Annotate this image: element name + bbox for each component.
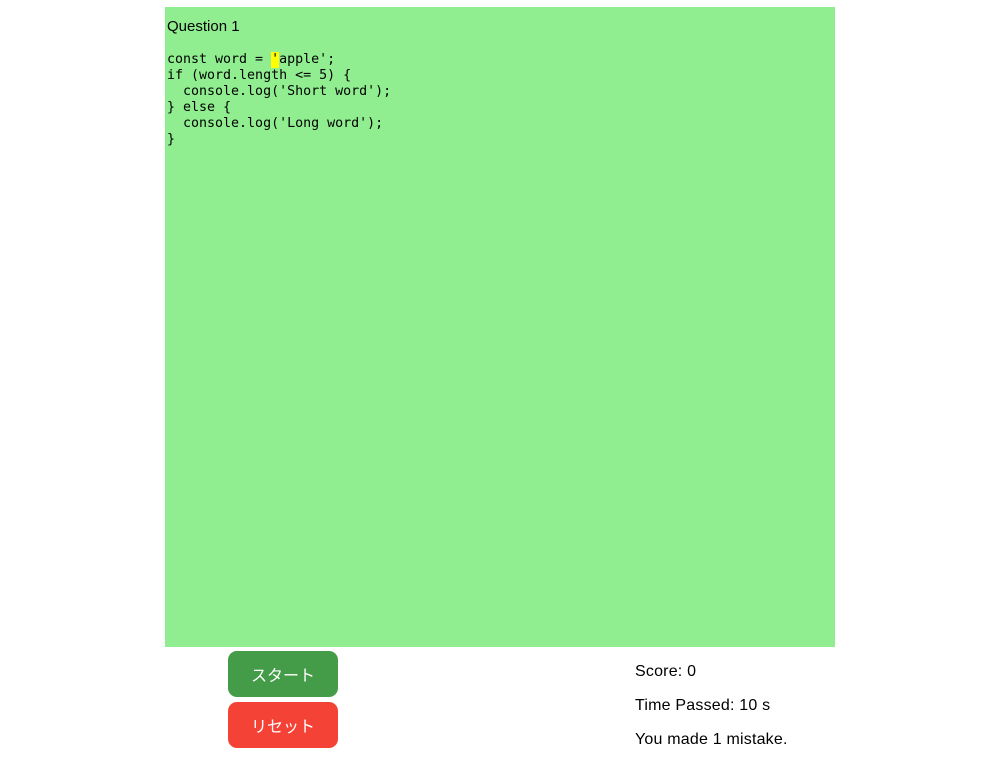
mistakes-text: You made 1 mistake. bbox=[635, 731, 788, 748]
code-block: const word = 'apple'; if (word.length <= … bbox=[167, 52, 835, 149]
code-line: console.log('Long word'); bbox=[167, 116, 384, 132]
code-line: if (word.length <= 5) { bbox=[167, 68, 352, 84]
stats-panel: Score: 0 Time Passed: 10 s You made 1 mi… bbox=[635, 647, 835, 765]
reset-button[interactable]: リセット bbox=[228, 702, 338, 748]
code-line: } bbox=[167, 132, 176, 148]
start-button[interactable]: スタート bbox=[228, 651, 338, 697]
bottom-controls-row: スタート リセット Score: 0 Time Passed: 10 s You… bbox=[165, 647, 835, 765]
current-char-highlight: ' bbox=[271, 52, 280, 69]
code-line: } else { bbox=[167, 100, 232, 116]
code-line: const word = 'apple'; bbox=[167, 52, 336, 69]
question-panel: Question 1 const word = 'apple'; if (word… bbox=[165, 7, 835, 647]
question-title: Question 1 bbox=[167, 18, 240, 35]
score-text: Score: 0 bbox=[635, 663, 697, 680]
buttons-column: スタート リセット bbox=[228, 647, 338, 748]
time-passed-text: Time Passed: 10 s bbox=[635, 697, 771, 714]
code-line: console.log('Short word'); bbox=[167, 84, 392, 100]
